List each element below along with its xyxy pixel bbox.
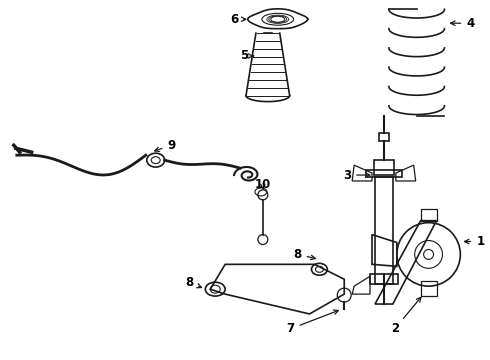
Text: 7: 7 [287, 310, 339, 336]
Text: 8: 8 [185, 276, 201, 289]
Text: 6: 6 [230, 13, 246, 26]
Text: 2: 2 [391, 297, 421, 336]
Text: 5: 5 [240, 49, 253, 63]
Text: 3: 3 [343, 168, 370, 181]
Text: 4: 4 [451, 17, 474, 30]
Text: 1: 1 [465, 235, 484, 248]
Text: 10: 10 [255, 179, 271, 192]
Text: 8: 8 [294, 248, 316, 261]
Text: 9: 9 [155, 139, 175, 152]
